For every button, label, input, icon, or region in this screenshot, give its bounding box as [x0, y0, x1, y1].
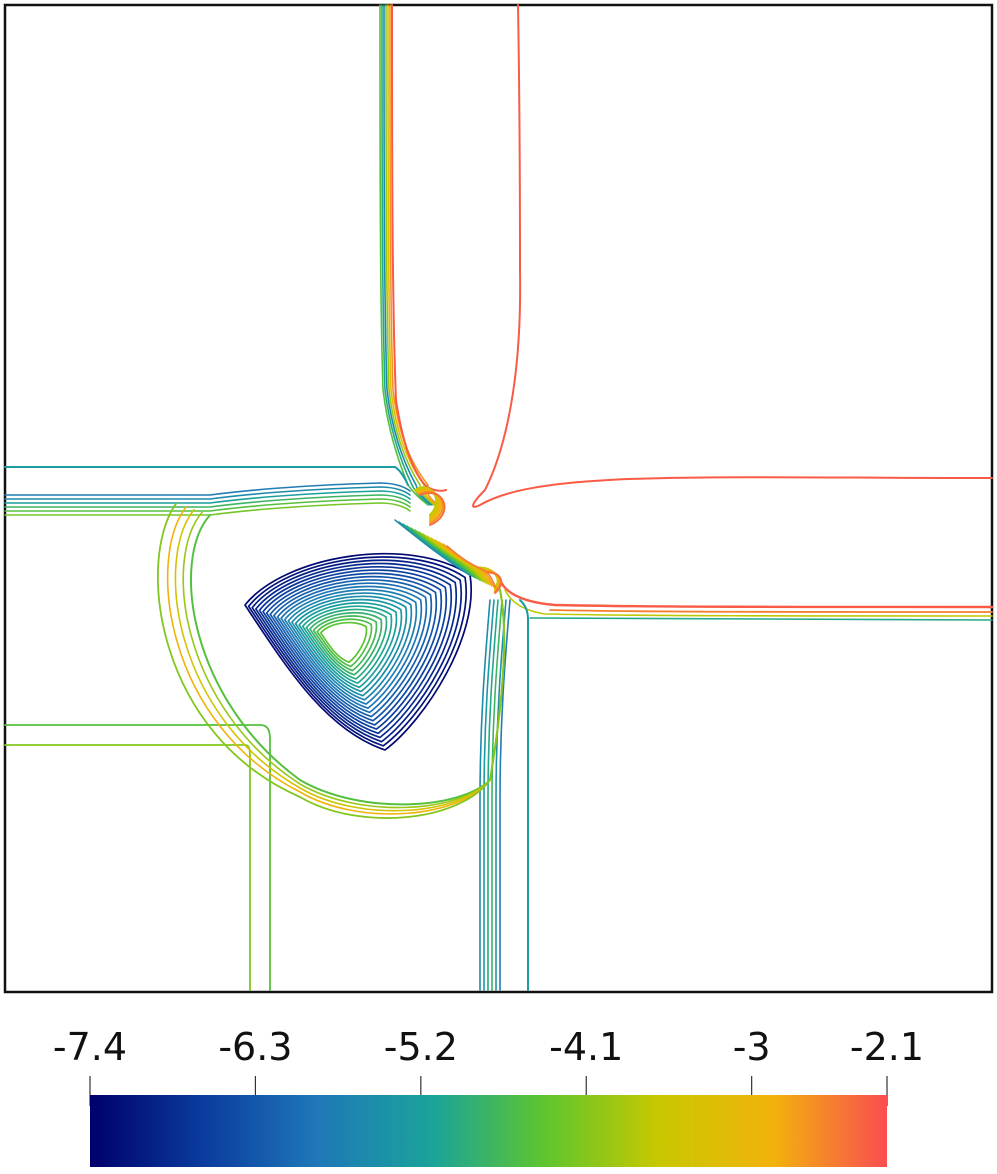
- colorbar-ticks: -7.4 -6.3 -5.2 -4.1 -3 -2.1: [53, 1025, 924, 1106]
- contour-line: [280, 585, 423, 710]
- contour-line: [499, 599, 511, 991]
- contour-line: [491, 599, 503, 991]
- contour-line: [291, 595, 408, 697]
- colorbar-tick-label: -5.2: [384, 1025, 458, 1069]
- contour-line: [301, 605, 393, 684]
- contour-line: [4, 494, 411, 508]
- contour-line: [258, 566, 453, 735]
- contour-line: [265, 572, 443, 726]
- colorbar-gradient: [90, 1095, 887, 1167]
- contour-line: [4, 498, 411, 512]
- contour-line: [262, 569, 448, 730]
- contour-line-high: [472, 4, 993, 508]
- contour-line: [244, 552, 473, 751]
- contour-line: [283, 588, 418, 705]
- contour-line: [406, 525, 477, 579]
- contour-line: [309, 611, 383, 676]
- contour-line-high: [498, 578, 994, 609]
- colorbar-tick-label: -6.3: [218, 1025, 292, 1069]
- contour-line: [319, 621, 368, 664]
- contour-line: [4, 486, 411, 500]
- contour-line: [504, 589, 993, 617]
- contour-line: [316, 618, 373, 668]
- contour-line: [4, 482, 411, 496]
- contour-line: [157, 502, 506, 819]
- contour-line: [287, 592, 413, 701]
- contour-line: [312, 615, 378, 672]
- contour-line: [254, 562, 458, 739]
- contour-line: [4, 490, 411, 504]
- contour-plot: [3, 3, 994, 994]
- colorbar-tick-label: -2.1: [850, 1025, 924, 1069]
- contour-line: [273, 579, 433, 718]
- contour-line: [276, 582, 428, 714]
- contour-line: [379, 4, 429, 506]
- contour-line: [418, 531, 483, 582]
- contour-line: [479, 599, 491, 991]
- contour-line: [294, 598, 403, 693]
- contour-line: [4, 502, 411, 516]
- contour-line: [549, 609, 993, 613]
- contour-line: [247, 556, 468, 747]
- colorbar: -7.4 -6.3 -5.2 -4.1 -3 -2.1: [53, 1025, 924, 1167]
- contour-line: [269, 575, 438, 722]
- colorbar-tick-label: -3: [733, 1025, 771, 1069]
- contour-line: [487, 599, 499, 991]
- contour-line: [305, 608, 388, 680]
- contour-line: [519, 599, 529, 991]
- contour-line: [251, 559, 463, 743]
- contour-line: [419, 492, 446, 526]
- contour-lines: [4, 4, 994, 991]
- contour-line: [418, 491, 444, 524]
- contour-line: [446, 545, 497, 589]
- contour-line: [416, 488, 441, 520]
- contour-line: [4, 466, 409, 486]
- contour-line: [529, 617, 993, 621]
- colorbar-tick-label: -7.4: [53, 1025, 127, 1069]
- contour-line: [410, 527, 479, 580]
- contour-line: [4, 724, 271, 991]
- colorbar-tick-label: -4.1: [549, 1025, 623, 1069]
- contour-line: [298, 602, 398, 689]
- contour-line: [414, 529, 481, 581]
- contour-line: [417, 489, 442, 522]
